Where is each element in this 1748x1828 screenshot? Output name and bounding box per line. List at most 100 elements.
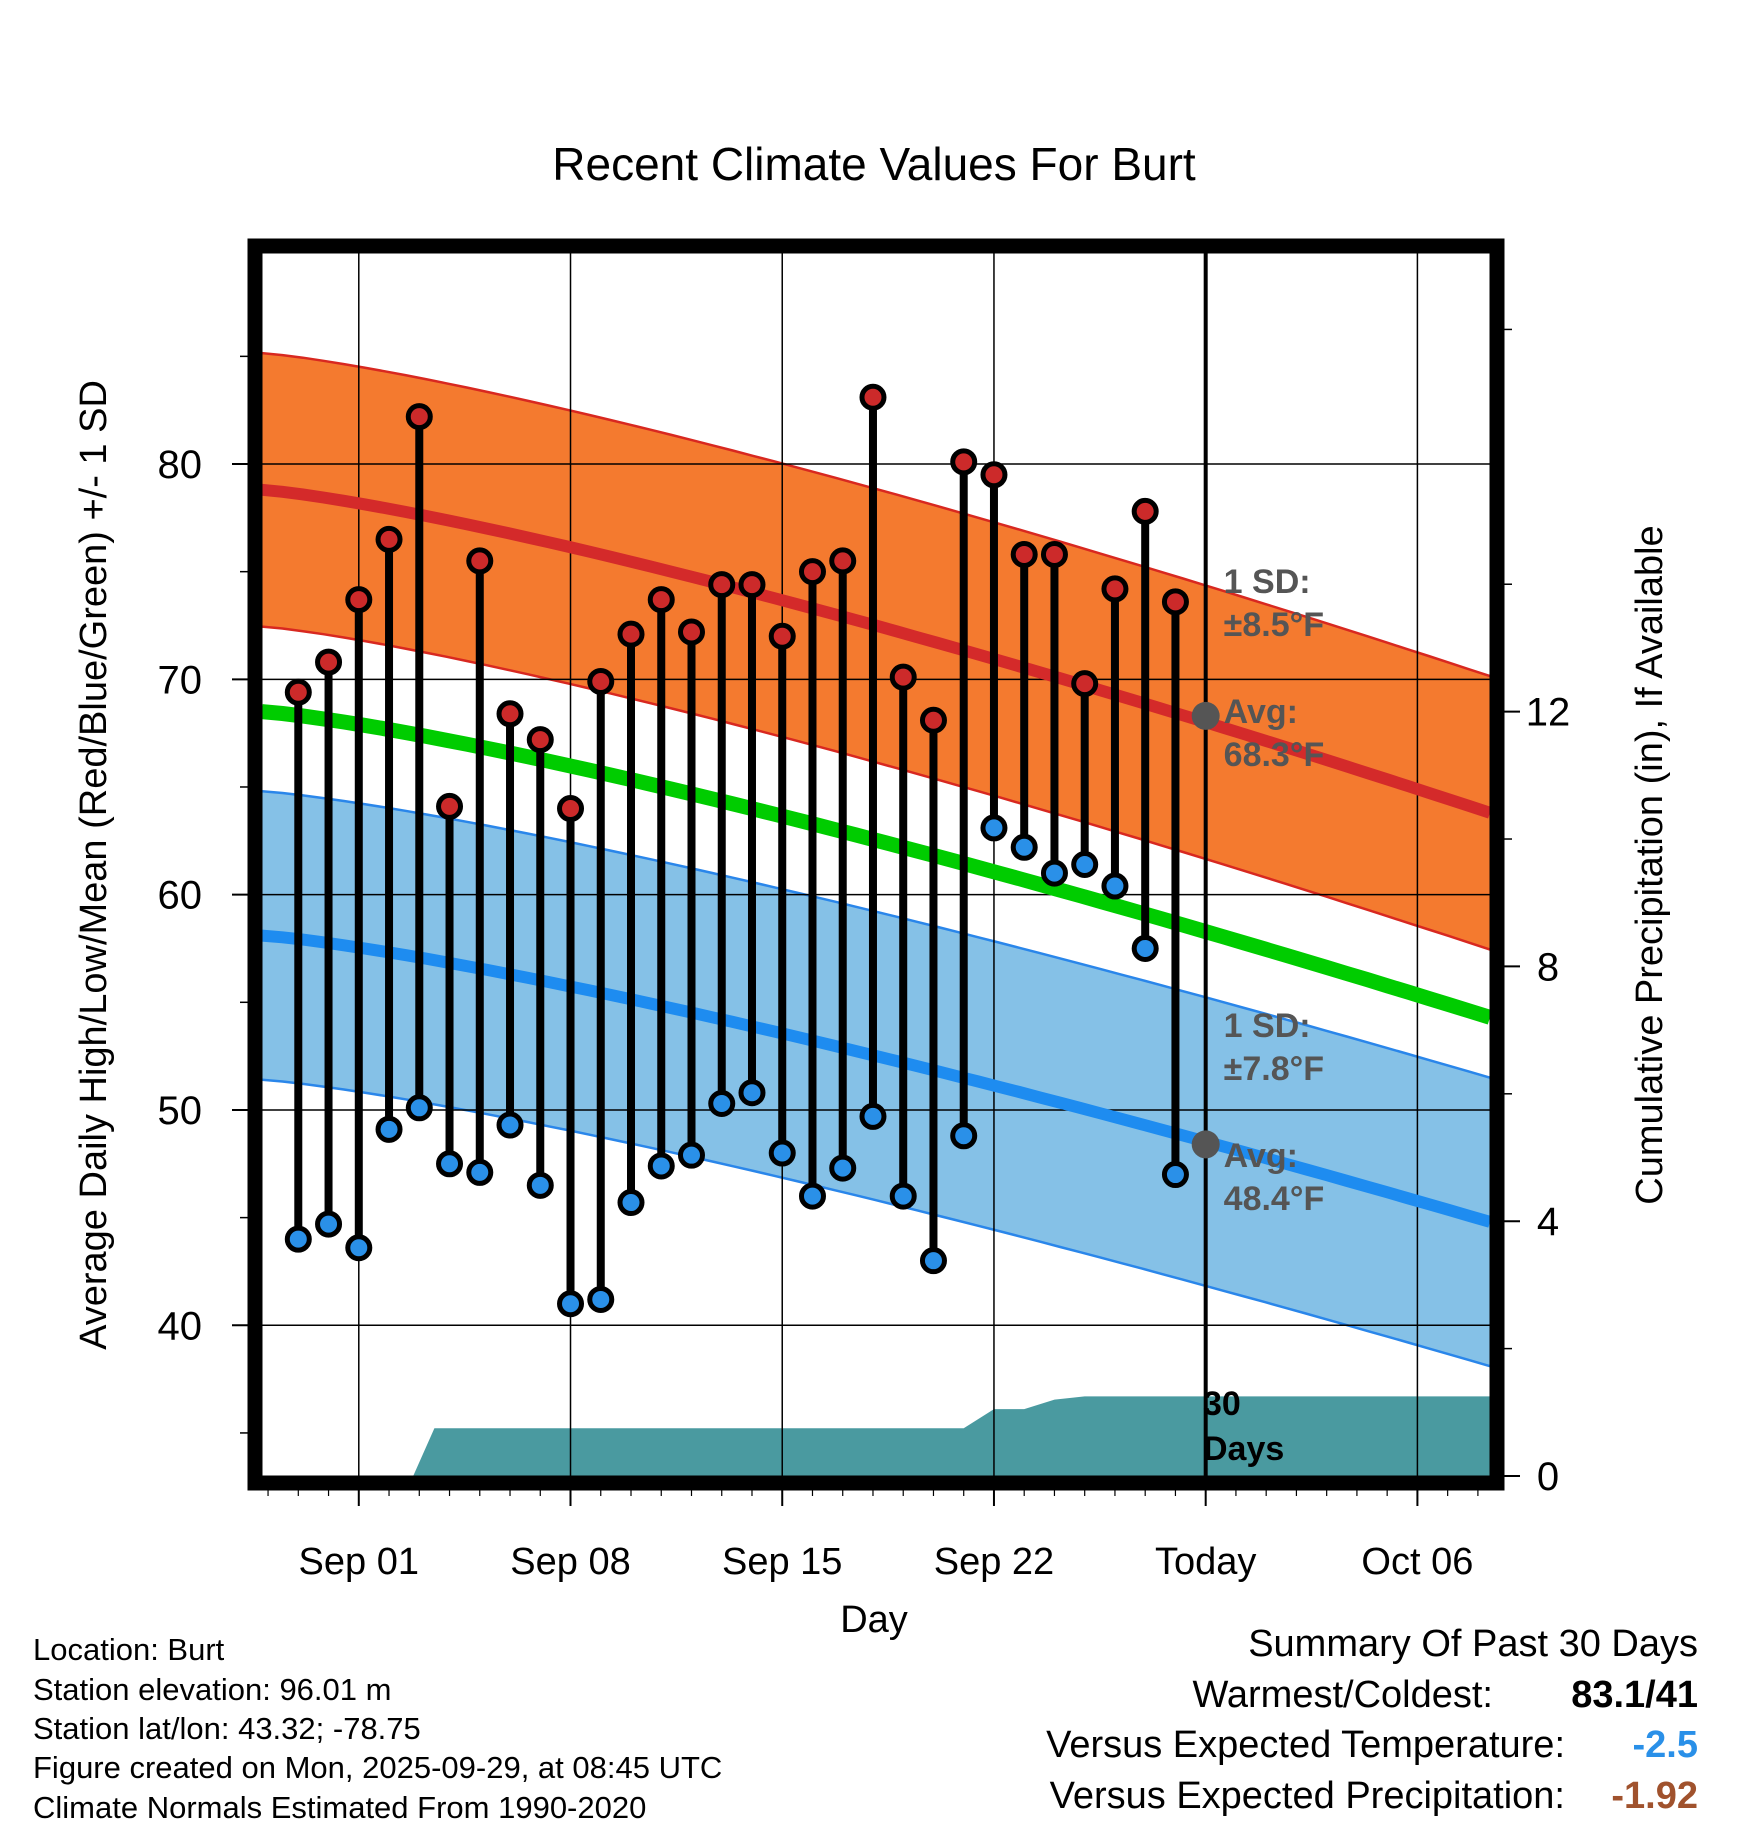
daily-low-point [980, 814, 1008, 842]
info-normals: Climate Normals Estimated From 1990-2020 [33, 1790, 647, 1825]
y-tick-label: 50 [158, 1089, 203, 1133]
x-tick-label: Today [1155, 1541, 1256, 1583]
summary-temp-value: -2.5 [1632, 1724, 1698, 1766]
daily-low-point [1010, 833, 1038, 861]
x-axis-label: Day [840, 1599, 908, 1641]
daily-low-point [950, 1122, 978, 1150]
daily-low-point [1101, 872, 1129, 900]
daily-high-point [405, 403, 433, 431]
daily-low-point [768, 1139, 796, 1167]
daily-low-point [647, 1152, 675, 1180]
daily-high-point [677, 618, 705, 646]
daily-high-point [1010, 540, 1038, 568]
daily-low-point [798, 1182, 826, 1210]
daily-high-point [919, 706, 947, 734]
info-created: Figure created on Mon, 2025-09-29, at 08… [33, 1750, 723, 1785]
daily-low-point [405, 1094, 433, 1122]
daily-low-point [677, 1141, 705, 1169]
daily-high-point [1040, 540, 1068, 568]
daily-high-point [1131, 497, 1159, 525]
y-tick-label: 70 [158, 658, 203, 702]
daily-high-point [889, 663, 917, 691]
window-label-days: Days [1203, 1430, 1284, 1468]
daily-low-point [1071, 851, 1099, 878]
y2-tick-label: 0 [1537, 1455, 1559, 1499]
daily-low-point [587, 1285, 615, 1313]
low-sd-value: ±7.8°F [1224, 1050, 1324, 1088]
summary-warmest-label: Warmest/Coldest: [1192, 1674, 1493, 1716]
summary-warmest-value: 83.1/41 [1571, 1674, 1698, 1716]
daily-high-point [768, 622, 796, 650]
daily-low-point [708, 1090, 736, 1118]
today-low-normal-point [1191, 1130, 1220, 1159]
daily-low-point [829, 1154, 857, 1182]
daily-high-point [1071, 670, 1099, 698]
x-tick-label: Sep 01 [299, 1541, 419, 1583]
daily-high-point [829, 547, 857, 575]
daily-high-point [284, 678, 312, 706]
high-avg-value: 68.3°F [1224, 736, 1325, 774]
daily-low-point [496, 1111, 524, 1139]
low-avg-label: Avg: [1224, 1137, 1298, 1175]
daily-low-point [919, 1247, 947, 1275]
daily-low-point [1161, 1161, 1189, 1189]
info-location: Location: Burt [33, 1632, 225, 1667]
y2-tick-label: 4 [1537, 1200, 1559, 1244]
low-avg-value: 48.4°F [1224, 1180, 1325, 1218]
high-avg-label: Avg: [1224, 693, 1298, 731]
daily-low-point [436, 1150, 464, 1178]
window-label-number: 30 [1203, 1385, 1241, 1423]
daily-low-point [859, 1102, 887, 1130]
daily-high-point [859, 383, 887, 411]
y-axis-label-right: Cumulative Precipitation (in), If Availa… [1629, 525, 1671, 1204]
daily-low-point [889, 1182, 917, 1210]
daily-low-point [1040, 859, 1068, 887]
summary-precip-label: Versus Expected Precipitation: [1049, 1775, 1565, 1817]
high-sd-label: 1 SD: [1224, 563, 1311, 601]
y-tick-label: 60 [158, 874, 203, 918]
daily-high-point [980, 461, 1008, 489]
daily-high-point [315, 648, 343, 676]
daily-high-point [496, 700, 524, 728]
y-axis-label-left: Average Daily High/Low/Mean (Red/Blue/Gr… [73, 380, 115, 1350]
summary-temp-label: Versus Expected Temperature: [1046, 1724, 1565, 1766]
daily-low-point [466, 1158, 494, 1186]
daily-low-point [557, 1290, 585, 1318]
x-tick-label: Sep 15 [722, 1541, 842, 1583]
daily-high-point [557, 795, 585, 823]
summary-precip-value: -1.92 [1611, 1775, 1698, 1817]
y2-tick-label: 8 [1537, 945, 1559, 989]
daily-high-point [708, 571, 736, 599]
daily-low-point [375, 1115, 403, 1143]
low-sd-label: 1 SD: [1224, 1007, 1311, 1045]
y2-tick-label: 12 [1526, 691, 1571, 735]
daily-high-point [466, 547, 494, 575]
chart-title: Recent Climate Values For Burt [552, 138, 1196, 190]
daily-low-point [738, 1079, 766, 1107]
daily-high-point [526, 726, 554, 754]
plot-frame [247, 238, 1505, 1491]
daily-low-point [526, 1171, 554, 1199]
daily-low-point [617, 1189, 645, 1217]
info-elevation: Station elevation: 96.01 m [33, 1672, 392, 1707]
x-tick-label: Sep 22 [934, 1541, 1054, 1583]
precip-area [262, 1396, 1490, 1476]
x-tick-label: Oct 06 [1361, 1541, 1473, 1583]
x-tick-label: Sep 08 [510, 1541, 630, 1583]
daily-low-point [345, 1234, 373, 1262]
y-tick-label: 40 [158, 1304, 203, 1348]
daily-high-point [436, 792, 464, 820]
today-high-normal-point [1191, 701, 1220, 730]
daily-high-point [647, 586, 675, 614]
daily-low-point [284, 1225, 312, 1253]
daily-high-point [587, 667, 615, 695]
high-sd-value: ±8.5°F [1224, 606, 1324, 644]
daily-high-point [617, 620, 645, 648]
summary-title: Summary Of Past 30 Days [1248, 1623, 1698, 1665]
daily-high-point [738, 571, 766, 599]
daily-high-point [798, 558, 826, 586]
daily-high-point [1161, 588, 1189, 616]
daily-low-point [315, 1210, 343, 1238]
daily-low-point [1131, 934, 1159, 962]
